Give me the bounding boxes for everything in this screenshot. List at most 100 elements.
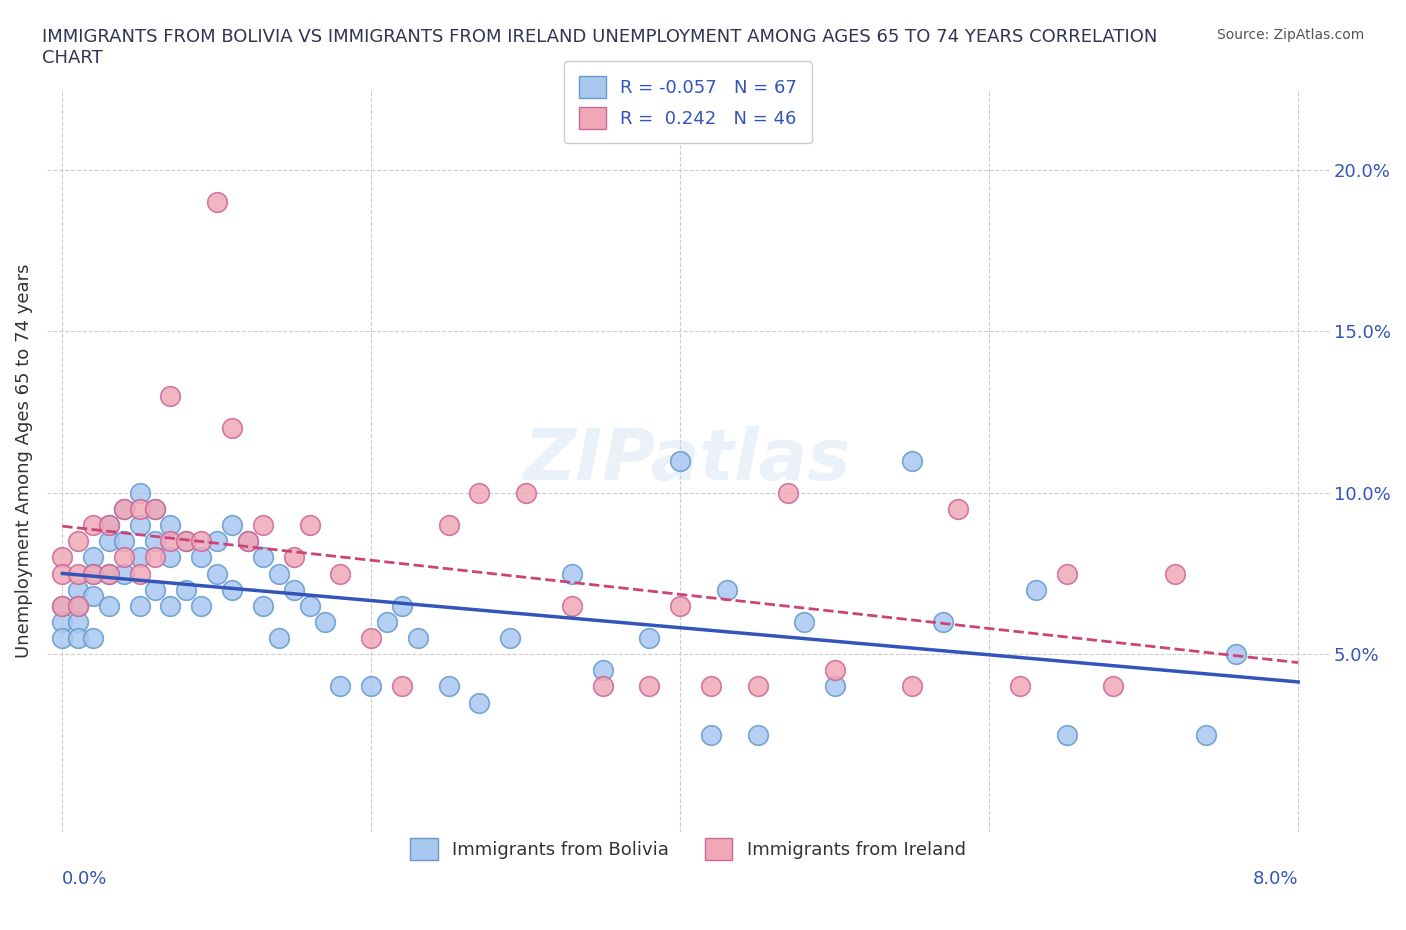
Point — [298, 598, 321, 613]
Point — [437, 679, 460, 694]
Point — [112, 550, 135, 565]
Point — [236, 534, 259, 549]
Point — [143, 534, 166, 549]
Point — [112, 534, 135, 549]
Point — [112, 501, 135, 516]
Point — [298, 518, 321, 533]
Point — [267, 631, 290, 645]
Point — [747, 727, 769, 742]
Point — [190, 598, 212, 613]
Point — [267, 566, 290, 581]
Point — [66, 598, 89, 613]
Point — [205, 566, 228, 581]
Point — [205, 534, 228, 549]
Point — [700, 679, 723, 694]
Point — [1163, 566, 1185, 581]
Point — [391, 598, 413, 613]
Point — [793, 615, 815, 630]
Point — [97, 518, 120, 533]
Point — [468, 485, 491, 500]
Point — [174, 582, 197, 597]
Point — [948, 501, 970, 516]
Point — [437, 518, 460, 533]
Point — [97, 598, 120, 613]
Point — [82, 589, 104, 604]
Point — [747, 679, 769, 694]
Point — [700, 727, 723, 742]
Point — [97, 518, 120, 533]
Point — [778, 485, 800, 500]
Text: 0.0%: 0.0% — [62, 870, 108, 888]
Point — [406, 631, 429, 645]
Point — [143, 582, 166, 597]
Point — [221, 582, 243, 597]
Point — [51, 566, 73, 581]
Point — [82, 631, 104, 645]
Point — [143, 550, 166, 565]
Text: IMMIGRANTS FROM BOLIVIA VS IMMIGRANTS FROM IRELAND UNEMPLOYMENT AMONG AGES 65 TO: IMMIGRANTS FROM BOLIVIA VS IMMIGRANTS FR… — [42, 28, 1157, 67]
Point — [669, 598, 692, 613]
Point — [1056, 566, 1078, 581]
Point — [360, 679, 382, 694]
Point — [51, 631, 73, 645]
Point — [901, 679, 924, 694]
Point — [252, 550, 274, 565]
Point — [329, 679, 352, 694]
Point — [329, 566, 352, 581]
Point — [174, 534, 197, 549]
Point — [221, 518, 243, 533]
Point — [82, 566, 104, 581]
Point — [252, 598, 274, 613]
Text: ZIPatlas: ZIPatlas — [524, 426, 852, 495]
Point — [66, 534, 89, 549]
Point — [515, 485, 537, 500]
Point — [190, 534, 212, 549]
Point — [159, 598, 181, 613]
Point — [468, 696, 491, 711]
Point — [592, 663, 614, 678]
Point — [66, 582, 89, 597]
Point — [97, 534, 120, 549]
Point — [561, 566, 583, 581]
Point — [97, 566, 120, 581]
Point — [561, 598, 583, 613]
Point — [143, 501, 166, 516]
Point — [1025, 582, 1047, 597]
Point — [190, 550, 212, 565]
Point — [112, 501, 135, 516]
Point — [205, 195, 228, 210]
Point — [97, 566, 120, 581]
Point — [1102, 679, 1125, 694]
Point — [128, 550, 150, 565]
Point — [669, 453, 692, 468]
Point — [66, 598, 89, 613]
Point — [824, 663, 846, 678]
Point — [128, 566, 150, 581]
Point — [901, 453, 924, 468]
Point — [82, 518, 104, 533]
Point — [638, 631, 661, 645]
Point — [51, 598, 73, 613]
Point — [143, 501, 166, 516]
Point — [159, 518, 181, 533]
Point — [51, 550, 73, 565]
Point — [824, 679, 846, 694]
Point — [391, 679, 413, 694]
Point — [159, 534, 181, 549]
Point — [82, 566, 104, 581]
Point — [716, 582, 738, 597]
Point — [221, 421, 243, 436]
Point — [932, 615, 955, 630]
Point — [66, 566, 89, 581]
Point — [174, 534, 197, 549]
Point — [128, 501, 150, 516]
Point — [112, 566, 135, 581]
Point — [638, 679, 661, 694]
Legend: Immigrants from Bolivia, Immigrants from Ireland: Immigrants from Bolivia, Immigrants from… — [404, 830, 973, 868]
Text: 8.0%: 8.0% — [1253, 870, 1298, 888]
Point — [283, 582, 305, 597]
Point — [128, 518, 150, 533]
Point — [236, 534, 259, 549]
Point — [1194, 727, 1216, 742]
Point — [1010, 679, 1032, 694]
